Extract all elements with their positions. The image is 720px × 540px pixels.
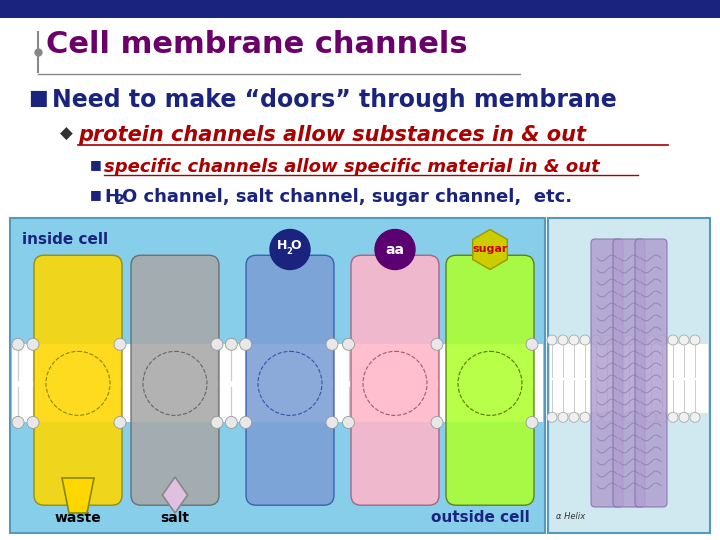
Bar [10, 218, 545, 533]
Circle shape [690, 335, 700, 345]
Circle shape [326, 338, 338, 350]
Bar [12, 345, 543, 422]
Circle shape [12, 338, 24, 350]
Circle shape [225, 338, 238, 350]
Text: aa: aa [385, 242, 405, 256]
Circle shape [114, 416, 126, 428]
Circle shape [569, 413, 579, 422]
Text: specific channels allow specific material in & out: specific channels allow specific materia… [104, 158, 600, 176]
Text: α Helix: α Helix [556, 512, 585, 521]
Circle shape [270, 230, 310, 269]
Circle shape [225, 416, 238, 428]
Circle shape [343, 338, 354, 350]
Polygon shape [472, 230, 508, 269]
Circle shape [635, 335, 645, 345]
Text: ■: ■ [90, 188, 102, 201]
Text: ◆: ◆ [60, 125, 73, 143]
Circle shape [635, 413, 645, 422]
Circle shape [624, 413, 634, 422]
Text: Need to make “doors” through membrane: Need to make “doors” through membrane [52, 88, 617, 112]
Circle shape [547, 335, 557, 345]
Circle shape [591, 413, 601, 422]
Polygon shape [163, 477, 188, 513]
Circle shape [558, 335, 568, 345]
Circle shape [679, 413, 689, 422]
Circle shape [526, 338, 538, 350]
Text: H: H [104, 188, 119, 206]
Circle shape [657, 413, 667, 422]
Circle shape [646, 413, 656, 422]
FancyBboxPatch shape [613, 239, 645, 507]
Circle shape [580, 335, 590, 345]
Circle shape [668, 335, 678, 345]
Circle shape [375, 230, 415, 269]
Circle shape [690, 413, 700, 422]
Circle shape [679, 335, 689, 345]
Circle shape [613, 335, 623, 345]
Circle shape [624, 335, 634, 345]
FancyBboxPatch shape [591, 239, 623, 507]
Circle shape [526, 416, 538, 428]
Circle shape [591, 335, 601, 345]
Text: 2: 2 [115, 193, 125, 207]
Circle shape [211, 338, 223, 350]
Circle shape [547, 413, 557, 422]
Circle shape [12, 416, 24, 428]
Circle shape [27, 338, 39, 350]
Text: ■: ■ [90, 158, 102, 171]
FancyBboxPatch shape [635, 239, 667, 507]
Text: O channel, salt channel, sugar channel,  etc.: O channel, salt channel, sugar channel, … [122, 188, 572, 206]
Text: inside cell: inside cell [22, 232, 108, 247]
Text: O: O [291, 239, 301, 252]
Text: Cell membrane channels: Cell membrane channels [46, 30, 467, 59]
Circle shape [326, 416, 338, 428]
Text: waste: waste [55, 511, 102, 525]
Circle shape [431, 338, 443, 350]
Text: ■: ■ [28, 88, 48, 108]
Text: protein channels allow substances in & out: protein channels allow substances in & o… [78, 125, 586, 145]
Circle shape [240, 338, 252, 350]
FancyBboxPatch shape [446, 255, 534, 505]
Polygon shape [62, 478, 94, 513]
Circle shape [558, 413, 568, 422]
Circle shape [580, 413, 590, 422]
Circle shape [613, 413, 623, 422]
Circle shape [27, 416, 39, 428]
Circle shape [657, 335, 667, 345]
Bar [0, 0, 720, 18]
Circle shape [240, 416, 252, 428]
FancyBboxPatch shape [351, 255, 439, 505]
Circle shape [646, 335, 656, 345]
Text: 2: 2 [286, 247, 292, 256]
Circle shape [343, 416, 354, 428]
Circle shape [211, 416, 223, 428]
FancyBboxPatch shape [246, 255, 334, 505]
Text: H: H [276, 239, 287, 252]
Circle shape [431, 416, 443, 428]
Bar [548, 218, 710, 533]
Text: sugar: sugar [472, 245, 508, 254]
Circle shape [114, 338, 126, 350]
Circle shape [602, 413, 612, 422]
Bar [550, 344, 708, 413]
Circle shape [569, 335, 579, 345]
FancyBboxPatch shape [131, 255, 219, 505]
Circle shape [602, 335, 612, 345]
Text: outside cell: outside cell [431, 510, 530, 525]
Text: salt: salt [161, 511, 189, 525]
FancyBboxPatch shape [34, 255, 122, 505]
Circle shape [668, 413, 678, 422]
